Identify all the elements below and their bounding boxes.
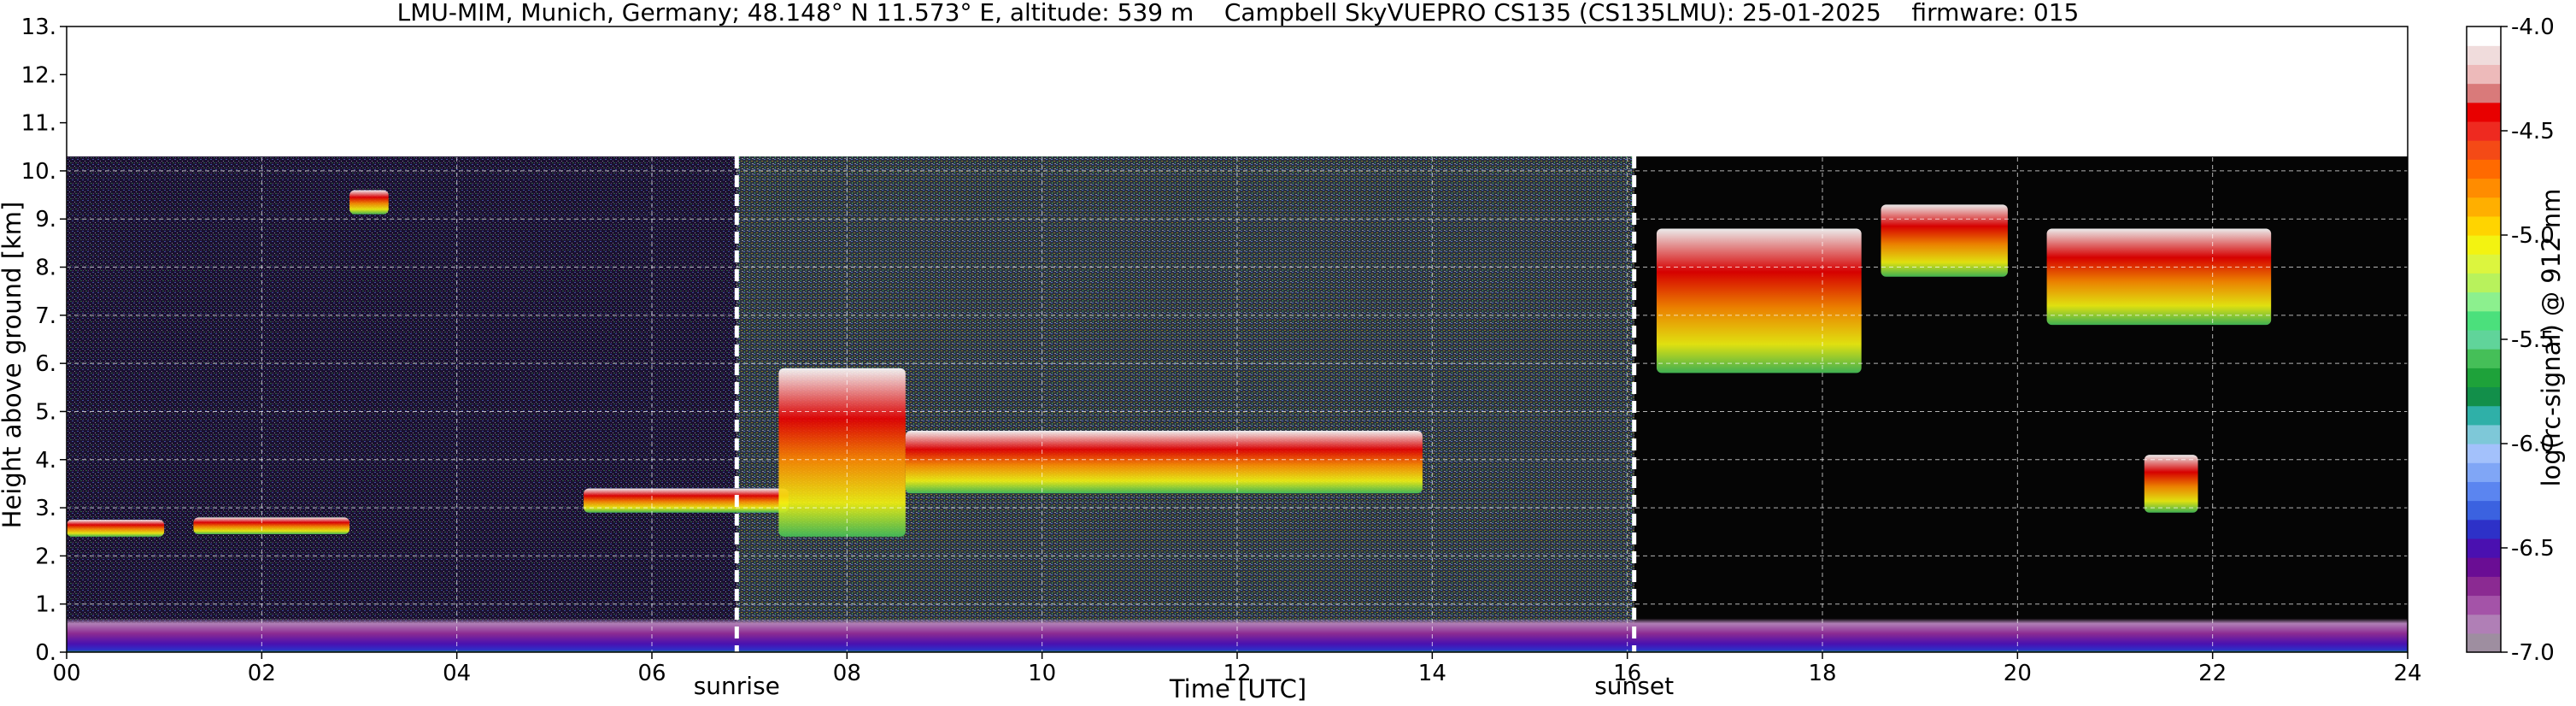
colorbar-segment — [2467, 349, 2501, 368]
colorbar-segment — [2467, 178, 2501, 198]
x-tick-label: 00 — [52, 661, 80, 686]
colorbar-segment — [2467, 595, 2501, 615]
y-tick-label: 6. — [35, 351, 56, 377]
y-tick-label: 1. — [35, 592, 56, 618]
x-tick-label: 16 — [1613, 661, 1641, 686]
colorbar-segment — [2467, 576, 2501, 597]
feature-upper-cloud — [2046, 228, 2272, 326]
x-tick-label: 08 — [833, 661, 861, 686]
feature-cirrus-patch — [349, 190, 389, 215]
colorbar-label: log(rc-signal) @ 912 nm — [2537, 189, 2566, 487]
y-tick-label: 7. — [35, 303, 56, 329]
colorbar-segment — [2467, 310, 2501, 331]
colorbar-tick-label: -4.0 — [2511, 15, 2555, 40]
colorbar-segment — [2467, 102, 2501, 122]
y-tick-label: 11. — [21, 111, 56, 137]
colorbar-segment — [2467, 500, 2501, 521]
feature-rising-cloud — [584, 488, 789, 513]
feature-low-cloud — [67, 520, 165, 537]
x-tick-label: 12 — [1223, 661, 1251, 686]
y-tick-label: 9. — [35, 207, 56, 232]
colorbar-segment — [2467, 273, 2501, 293]
feature-mid-cloud — [778, 368, 906, 537]
colorbar-segment — [2467, 45, 2501, 65]
gridlines — [66, 26, 2409, 653]
x-tick-label: 10 — [1028, 661, 1056, 686]
y-tick-label: 0. — [35, 640, 56, 666]
x-tick-label: 02 — [248, 661, 276, 686]
colorbar-segment — [2467, 405, 2501, 426]
colorbar-segment — [2467, 614, 2501, 634]
x-axis-label: Time [UTC] — [1169, 674, 1306, 703]
colorbar-segment — [2467, 215, 2501, 236]
colorbar-segment — [2467, 159, 2501, 179]
chart-title: LMU-MIM, Munich, Germany; 48.148° N 11.5… — [397, 0, 2080, 26]
colorbar-tick-label: -4.5 — [2511, 119, 2555, 144]
feature-mid-cloud — [905, 430, 1423, 494]
colorbar-segment — [2467, 444, 2501, 463]
colorbar-segment — [2467, 329, 2501, 350]
y-tick-label: 10. — [21, 159, 56, 185]
y-tick-label: 2. — [35, 544, 56, 569]
colorbar-segment — [2467, 424, 2501, 444]
feature-low-cloud — [193, 517, 350, 535]
colorbar: -4.0 -4.5 -5.0 -5.5 -6.0 -6.5 -7.0 — [2466, 15, 2555, 666]
axes: 00 02 04 06 08 10 12 14 16 18 20 22 24 0. 1. 2. 3. 4. 5. 6.… — [21, 15, 2422, 686]
y-axis-label: Height above ground [km] — [0, 202, 26, 529]
colorbar-segment — [2467, 83, 2501, 103]
colorbar-segment — [2467, 481, 2501, 502]
x-tick-label: 14 — [1418, 661, 1446, 686]
feature-isolated-cloud — [2144, 455, 2198, 513]
feature-upper-cloud — [1881, 204, 2008, 277]
feature-upper-cloud — [1656, 228, 1862, 374]
x-tick-label: 04 — [443, 661, 471, 686]
colorbar-segment — [2467, 26, 2501, 46]
colorbar-tick-label: -6.0 — [2511, 432, 2555, 457]
colorbar-segment — [2467, 368, 2501, 388]
event-lines: sunrise sunset — [694, 156, 1674, 700]
colorbar-tick-label: -6.5 — [2511, 536, 2555, 562]
colorbar-segment — [2467, 538, 2501, 558]
colorbar-segment — [2467, 254, 2501, 274]
colorbar-segment — [2467, 64, 2501, 85]
colorbar-segment — [2467, 291, 2501, 312]
x-tick-label: 22 — [2198, 661, 2227, 686]
x-tick-label: 18 — [1808, 661, 1836, 686]
colorbar-segment — [2467, 462, 2501, 482]
y-tick-label: 12. — [21, 62, 56, 88]
y-tick-label: 4. — [35, 448, 56, 474]
y-tick-label: 13. — [21, 15, 56, 40]
event-label-sunrise: sunrise — [694, 672, 780, 700]
colorbar-segment — [2467, 197, 2501, 217]
colorbar-tick-label: -5.5 — [2511, 327, 2555, 353]
colorbar-segment — [2467, 121, 2501, 141]
x-tick-label: 24 — [2393, 661, 2421, 686]
x-tick-label: 20 — [2004, 661, 2032, 686]
event-label-sunset: sunset — [1594, 672, 1674, 700]
colorbar-segment — [2467, 632, 2501, 653]
y-tick-label: 3. — [35, 496, 56, 521]
colorbar-segment — [2467, 519, 2501, 539]
x-tick-label: 06 — [637, 661, 666, 686]
colorbar-tick-label: -7.0 — [2511, 640, 2555, 666]
colorbar-segment — [2467, 386, 2501, 407]
y-tick-label: 8. — [35, 256, 56, 281]
night-backscatter-field — [67, 156, 737, 652]
colorbar-segment — [2467, 140, 2501, 160]
y-tick-label: 5. — [35, 399, 56, 425]
colorbar-tick-label: -5.0 — [2511, 223, 2555, 249]
colorbar-segment — [2467, 235, 2501, 255]
colorbar-segment — [2467, 557, 2501, 577]
